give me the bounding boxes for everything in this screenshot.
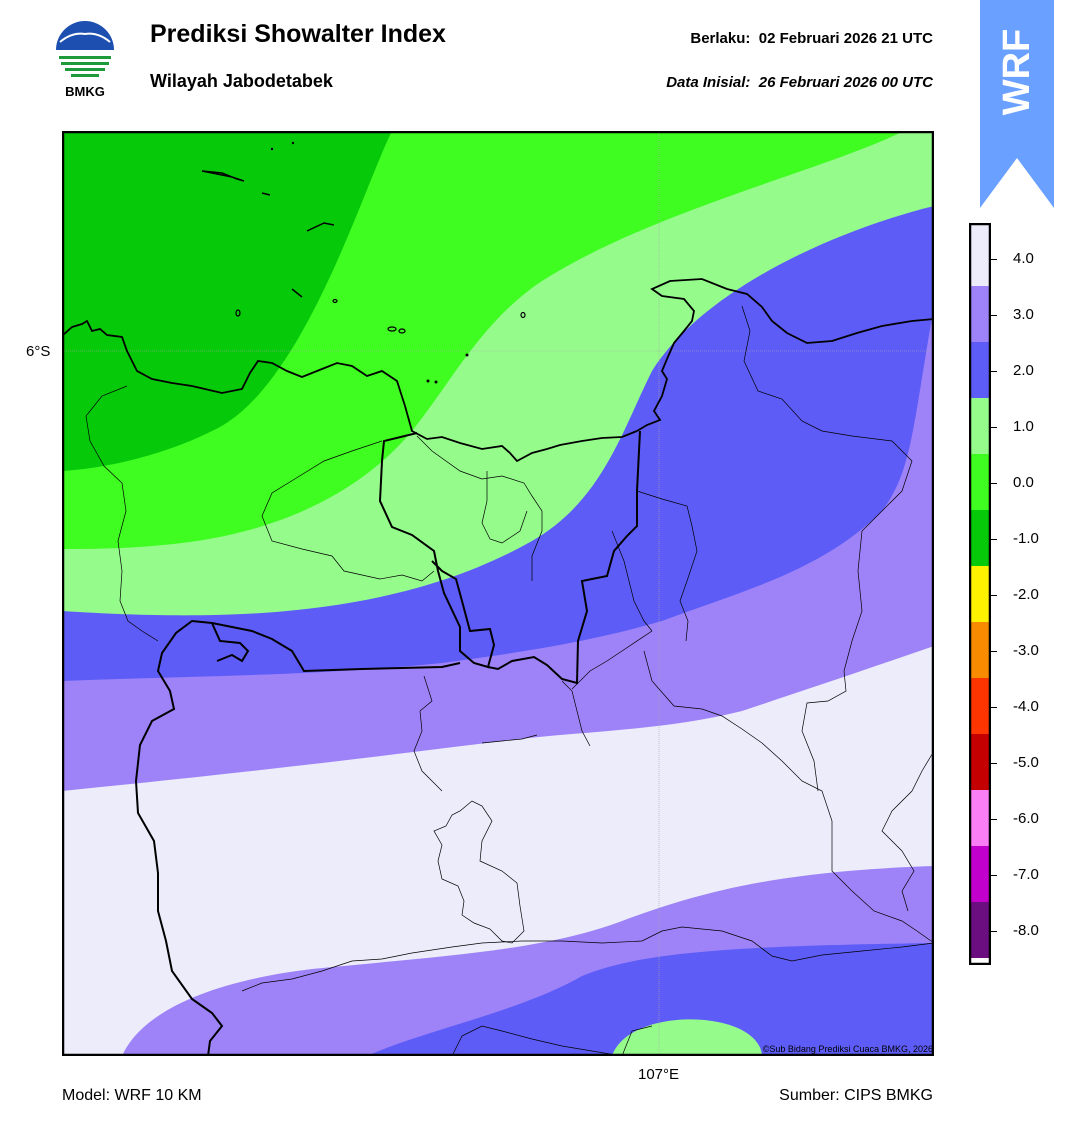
- colorbar-tick: [991, 483, 997, 484]
- colorbar-segment: [969, 510, 991, 566]
- island: [434, 380, 438, 384]
- coastline: [62, 278, 934, 463]
- colorbar-segment: [969, 846, 991, 902]
- island: [235, 309, 241, 317]
- province-boundary: [134, 619, 461, 1056]
- island: [270, 147, 274, 151]
- source-info: Sumber: CIPS BMKG: [779, 1087, 933, 1104]
- colorbar-tick: [991, 707, 997, 708]
- showalter-map: [61, 130, 935, 1057]
- colorbar-label: 2.0: [1013, 362, 1034, 379]
- colorbar-segment: [969, 902, 991, 958]
- colorbar-label: -1.0: [1013, 530, 1039, 547]
- colorbar-label: 4.0: [1013, 250, 1034, 267]
- regency-boundaries: [85, 305, 934, 1056]
- island: [291, 141, 295, 145]
- province-boundary: [378, 432, 496, 669]
- valid-value: 02 Februari 2026 21 UTC: [758, 30, 933, 47]
- colorbar-tick: [991, 427, 997, 428]
- colorbar-segment: [969, 678, 991, 734]
- model-tab-badge: [980, 0, 1054, 208]
- colorbar-segment: [969, 622, 991, 678]
- island: [426, 379, 430, 383]
- lon-label: 107°E: [638, 1066, 680, 1083]
- colorbar-tick: [991, 651, 997, 652]
- colorbar-tick: [991, 819, 997, 820]
- colorbar-label: -3.0: [1013, 642, 1039, 659]
- init-time: Data Inisial: 26 Februari 2026 00 UTC: [666, 74, 933, 91]
- init-label: Data Inisial:: [666, 74, 751, 91]
- colorbar-label: -5.0: [1013, 754, 1039, 771]
- colorbar-label: -6.0: [1013, 810, 1039, 827]
- colorbar-label: -7.0: [1013, 866, 1039, 883]
- colorbar-label: -2.0: [1013, 586, 1039, 603]
- province-boundary: [487, 430, 641, 685]
- colorbar-label: 3.0: [1013, 306, 1034, 323]
- map-frame: [61, 130, 935, 1057]
- colorbar-segment: [969, 286, 991, 342]
- province-boundary: [211, 622, 250, 663]
- island: [387, 326, 397, 332]
- island: [291, 288, 303, 298]
- model-tab-label: WRF: [980, 22, 1054, 122]
- colorbar-label: 0.0: [1013, 474, 1034, 491]
- colorbar-segment: [969, 790, 991, 846]
- colorbar-tick: [991, 875, 997, 876]
- colorbar-segment: [969, 734, 991, 790]
- colorbar-segment: [969, 398, 991, 454]
- colorbar-tick: [991, 539, 997, 540]
- colorbar-label: -4.0: [1013, 698, 1039, 715]
- page-title: Prediksi Showalter Index: [150, 20, 446, 48]
- page-subtitle: Wilayah Jabodetabek: [150, 71, 333, 91]
- island: [332, 298, 338, 304]
- colorbar-tick: [991, 763, 997, 764]
- island: [306, 222, 335, 232]
- model-tab-text: WRF: [996, 29, 1038, 116]
- colorbar-frame: [968, 222, 992, 966]
- bmkg-logo-icon: [52, 20, 118, 82]
- island: [261, 192, 271, 196]
- colorbar-segment: [969, 566, 991, 622]
- island: [520, 311, 526, 319]
- colorbar-tick: [991, 371, 997, 372]
- colorbar-tick: [991, 259, 997, 260]
- init-value: 26 Februari 2026 00 UTC: [758, 74, 933, 91]
- colorbar-segment: [969, 342, 991, 398]
- colorbar-label: -8.0: [1013, 922, 1039, 939]
- island: [465, 353, 469, 357]
- map-credit: ©Sub Bidang Prediksi Cuaca BMKG, 2026: [762, 1044, 933, 1054]
- island: [201, 170, 245, 182]
- colorbar-segment: [969, 454, 991, 510]
- colorbar-tick: [991, 931, 997, 932]
- colorbar: [968, 222, 992, 966]
- zone-south-0-to-1: [612, 1019, 762, 1056]
- zone-south-1-to-2: [367, 943, 934, 1056]
- valid-time: Berlaku: 02 Februari 2026 21 UTC: [690, 30, 933, 47]
- colorbar-tick: [991, 315, 997, 316]
- model-info: Model: WRF 10 KM: [62, 1087, 202, 1104]
- zone-3-to-4: [62, 646, 934, 1056]
- logo-text: BMKG: [65, 84, 105, 99]
- colorbar-label: 1.0: [1013, 418, 1034, 435]
- valid-label: Berlaku:: [690, 30, 751, 47]
- colorbar-tick: [991, 595, 997, 596]
- lat-label: 6°S: [26, 343, 51, 360]
- island: [398, 328, 406, 334]
- colorbar-segment: [969, 223, 991, 286]
